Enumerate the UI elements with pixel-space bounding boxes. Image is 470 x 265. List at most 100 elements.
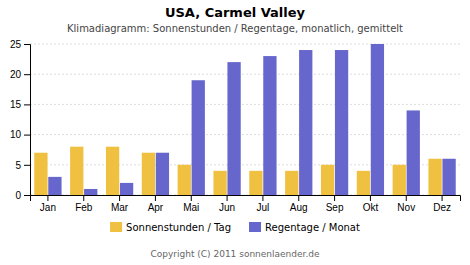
x-tick: Okt xyxy=(363,195,379,213)
x-tick-label: Aug xyxy=(290,202,308,213)
bar xyxy=(156,153,169,195)
bar xyxy=(321,165,334,195)
bar xyxy=(428,159,441,195)
chart: USA, Carmel Valley Klimadiagramm: Sonnens… xyxy=(0,0,470,265)
bar xyxy=(393,165,406,195)
bar xyxy=(48,177,61,195)
x-tick: Jan xyxy=(40,195,56,213)
bars xyxy=(34,44,455,195)
y-tick-mark xyxy=(24,44,30,45)
x-tick-label: Jun xyxy=(219,202,235,213)
x-tick: Mar xyxy=(111,195,129,213)
y-tick-mark xyxy=(24,165,30,166)
x-tick-label: Nov xyxy=(397,202,415,213)
y-axis: 0 5 10 15 20 25 xyxy=(10,39,31,201)
bar xyxy=(335,50,348,195)
bar xyxy=(285,171,298,195)
grid-line xyxy=(30,74,460,75)
grid-line xyxy=(30,44,460,45)
bar xyxy=(106,147,119,195)
x-tick-label: Mar xyxy=(111,202,129,213)
bar xyxy=(263,56,276,195)
bar xyxy=(357,171,370,195)
y-tick: 0 xyxy=(15,190,30,201)
bar xyxy=(120,183,133,195)
x-tick-mark xyxy=(155,195,156,201)
x-tick: Aug xyxy=(290,195,308,213)
bar xyxy=(142,153,155,195)
y-tick: 20 xyxy=(10,69,30,80)
subtitle: Klimadiagramm: Sonnenstunden / Regentage… xyxy=(67,23,403,34)
grid-line xyxy=(30,134,460,135)
x-tick-mark xyxy=(227,195,228,201)
y-tick: 15 xyxy=(10,99,30,110)
series xyxy=(48,44,455,195)
bar xyxy=(227,62,240,195)
x-axis-line xyxy=(31,196,461,202)
y-tick-label: 25 xyxy=(10,39,22,50)
bar xyxy=(178,165,191,195)
x-tick-mark xyxy=(334,195,335,201)
grid xyxy=(30,44,460,195)
bar xyxy=(34,153,47,195)
x-tick: Mai xyxy=(183,195,199,213)
y-tick-label: 5 xyxy=(15,160,21,171)
annotation: Copyright (C) 2011 sonnenlaender.de xyxy=(150,249,320,259)
x-tick-mark xyxy=(83,195,84,201)
bar xyxy=(442,159,455,195)
x-tick-mark xyxy=(119,195,120,201)
x-tick-mark xyxy=(298,195,299,201)
x-axis: Jan Feb Mar Apr Mai Jun Jul Aug Sep Okt Nov Dez xyxy=(31,195,461,213)
x-tick-label: Jul xyxy=(257,202,270,213)
x-tick-mark xyxy=(191,195,192,201)
y-tick-mark xyxy=(24,135,30,136)
bar xyxy=(249,171,262,195)
y-tick-label: 20 xyxy=(10,69,22,80)
y-tick: 25 xyxy=(10,39,30,50)
y-tick-mark xyxy=(24,104,30,105)
x-tick: Jun xyxy=(219,195,235,213)
legend-item: Regentage / Monat xyxy=(249,222,360,233)
legend-label: Sonnenstunden / Tag xyxy=(126,222,231,233)
bar xyxy=(299,50,312,195)
title: USA, Carmel Valley xyxy=(165,5,306,20)
x-tick-label: Feb xyxy=(75,202,93,213)
y-tick-mark xyxy=(24,195,30,196)
legend: Sonnenstunden / Tag Regentage / Monat xyxy=(110,222,360,233)
y-tick: 5 xyxy=(15,160,30,171)
x-tick-label: Sep xyxy=(326,202,344,213)
bar xyxy=(407,110,420,195)
legend-item: Sonnenstunden / Tag xyxy=(110,222,231,233)
x-tick: Sep xyxy=(326,195,344,213)
x-tick-label: Okt xyxy=(363,202,379,213)
x-tick-label: Jan xyxy=(40,202,56,213)
plot: Jan Feb Mar Apr Mai Jun Jul Aug Sep Okt Nov Dez 0 5 10… xyxy=(10,39,461,213)
y-tick-mark xyxy=(24,74,30,75)
y-tick: 10 xyxy=(10,129,30,140)
x-tick-mark xyxy=(406,195,407,201)
x-tick: Apr xyxy=(148,195,164,213)
legend-swatch xyxy=(249,222,261,232)
legend-label: Regentage / Monat xyxy=(265,222,360,233)
y-tick-label: 10 xyxy=(10,129,22,140)
x-tick: Nov xyxy=(397,195,415,213)
x-tick: Dez xyxy=(433,195,451,213)
x-tick: Feb xyxy=(75,195,93,213)
bar xyxy=(192,80,205,195)
bar xyxy=(70,147,83,195)
x-tick-mark xyxy=(442,195,443,201)
x-tick-label: Apr xyxy=(148,202,164,213)
x-tick-label: Dez xyxy=(433,202,451,213)
y-tick-label: 15 xyxy=(10,99,22,110)
bar xyxy=(371,44,384,195)
x-tick-mark xyxy=(370,195,371,201)
x-tick-mark xyxy=(262,195,263,201)
y-axis-line xyxy=(24,45,31,196)
grid-line xyxy=(30,104,460,105)
x-tick-label: Mai xyxy=(183,202,199,213)
y-tick-label: 0 xyxy=(15,190,21,201)
legend-swatch xyxy=(110,222,122,232)
x-tick: Jul xyxy=(257,195,270,213)
x-tick-mark xyxy=(47,195,48,201)
bar xyxy=(213,171,226,195)
